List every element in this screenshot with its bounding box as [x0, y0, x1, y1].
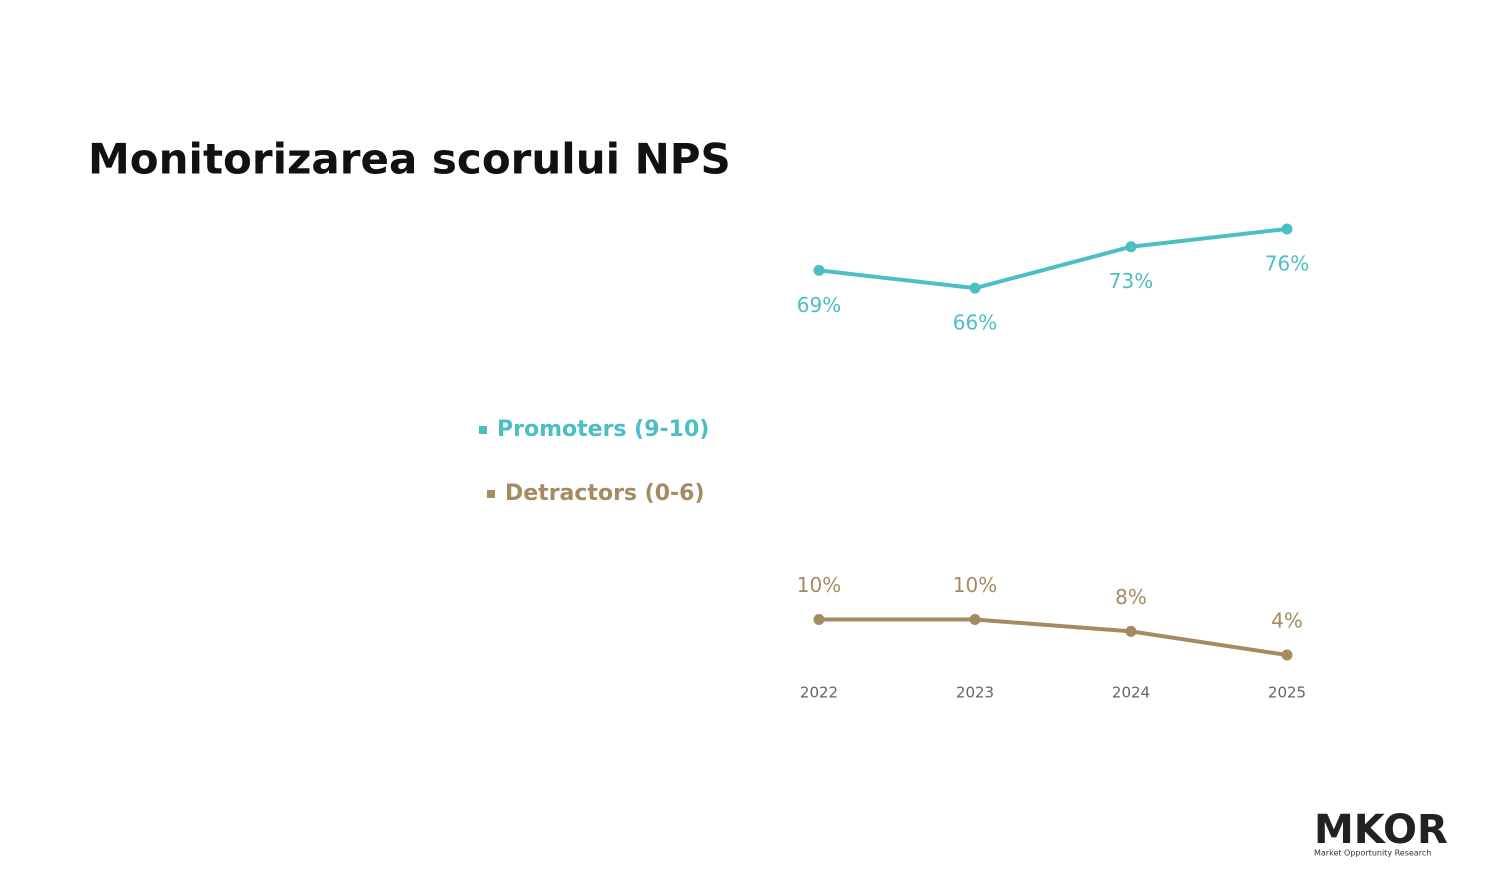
data-label: 66% — [953, 311, 997, 335]
x-tick-label: 2022 — [800, 684, 838, 702]
data-label: 10% — [797, 573, 841, 597]
data-label: 69% — [797, 293, 841, 317]
data-point — [813, 264, 825, 276]
data-label: 10% — [953, 573, 997, 597]
logo-name: MKOR — [1314, 807, 1448, 853]
data-label: 76% — [1265, 251, 1309, 275]
data-point — [1125, 241, 1137, 253]
data-point — [1281, 649, 1293, 661]
x-tick-label: 2025 — [1268, 684, 1306, 702]
legend-label: Promoters (9-10) — [497, 417, 709, 442]
series-line — [818, 226, 1288, 291]
logo-tagline: Market Opportunity Research — [1314, 849, 1431, 858]
x-tick-label: 2023 — [956, 684, 994, 702]
chart-title: Monitorizarea scorului NPS — [88, 135, 731, 184]
data-point — [813, 614, 825, 626]
series-line — [819, 617, 1288, 658]
data-point — [1281, 223, 1293, 235]
data-point — [969, 282, 981, 294]
legend-swatch — [479, 426, 487, 434]
legend-label: Detractors (0-6) — [505, 481, 705, 506]
data-point — [969, 614, 981, 626]
legend-swatch — [487, 490, 495, 498]
data-label: 4% — [1271, 609, 1303, 633]
data-label: 73% — [1109, 269, 1153, 293]
data-point — [1125, 625, 1137, 637]
data-label: 8% — [1115, 585, 1147, 609]
x-tick-label: 2024 — [1112, 684, 1150, 702]
